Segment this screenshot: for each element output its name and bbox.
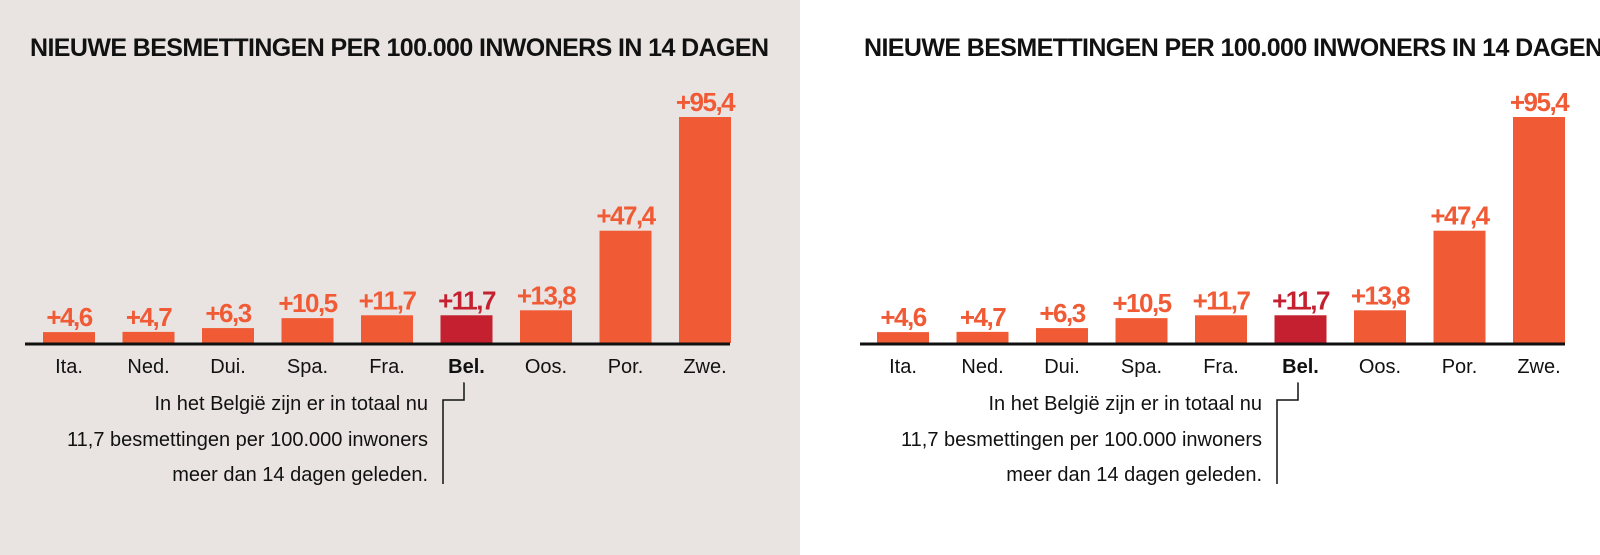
category-label: Zwe.: [1517, 356, 1560, 378]
value-label: +47,4: [596, 201, 656, 231]
bar-oos: [520, 310, 572, 343]
bar-oos: [1354, 310, 1406, 343]
category-label: Fra.: [369, 356, 405, 378]
value-label: +4,6: [880, 302, 926, 332]
category-label: Oos.: [525, 356, 567, 378]
bar-spa: [281, 318, 334, 343]
annotation-line: 11,7 besmettingen per 100.000 inwoners: [901, 429, 1262, 451]
bar-dui: [202, 328, 254, 343]
value-label: +10,5: [1112, 288, 1171, 318]
category-label: Ita.: [889, 356, 917, 378]
bar-ita: [877, 332, 929, 343]
bar-fra: [1195, 315, 1247, 343]
annotation-line: 11,7 besmettingen per 100.000 inwoners: [67, 429, 428, 451]
chart-panel-white: NIEUWE BESMETTINGEN PER 100.000 INWONERS…: [800, 0, 1600, 555]
category-label: Zwe.: [683, 356, 726, 378]
bar-bel: [440, 315, 493, 343]
value-label: +6,3: [205, 298, 251, 328]
category-label: Spa.: [1121, 356, 1162, 378]
value-label: +11,7: [438, 285, 496, 315]
category-label: Por.: [608, 356, 644, 378]
chart-title: NIEUWE BESMETTINGEN PER 100.000 INWONERS…: [30, 34, 768, 62]
chart-panel-grey: NIEUWE BESMETTINGEN PER 100.000 INWONERS…: [0, 0, 800, 555]
value-label: +47,4: [1430, 201, 1490, 231]
annotation-line: In het België zijn er in totaal nu: [988, 393, 1262, 415]
value-label: +4,7: [960, 302, 1006, 332]
bar-zwe: [1513, 117, 1565, 343]
category-label: Spa.: [287, 356, 328, 378]
category-label: Dui.: [1044, 356, 1080, 378]
value-label: +13,8: [1351, 280, 1410, 310]
category-label: Por.: [1442, 356, 1478, 378]
value-label: +95,4: [676, 87, 736, 117]
value-label: +13,8: [517, 280, 576, 310]
annotation-line: In het België zijn er in totaal nu: [154, 393, 428, 415]
annotation-line: meer dan 14 dagen geleden.: [172, 464, 428, 486]
bar-por: [1433, 230, 1486, 343]
value-label: +4,7: [126, 302, 172, 332]
bar-chart-white: NIEUWE BESMETTINGEN PER 100.000 INWONERS…: [860, 34, 1600, 486]
bar-fra: [361, 315, 413, 343]
value-label: +10,5: [278, 288, 337, 318]
bar-ita: [43, 332, 95, 343]
bar-spa: [1115, 318, 1168, 343]
category-label: Ned.: [961, 356, 1003, 378]
category-label: Ita.: [55, 356, 83, 378]
value-label: +6,3: [1039, 298, 1085, 328]
value-label: +11,7: [1193, 285, 1251, 315]
value-label: +4,6: [46, 302, 92, 332]
category-label: Fra.: [1203, 356, 1239, 378]
bar-bel: [1274, 315, 1327, 343]
category-label: Oos.: [1359, 356, 1401, 378]
bar-dui: [1036, 328, 1088, 343]
bar-zwe: [679, 117, 731, 343]
annotation-bracket: [1276, 382, 1299, 484]
category-label: Dui.: [210, 356, 246, 378]
value-label: +11,7: [359, 285, 417, 315]
category-label: Ned.: [127, 356, 169, 378]
annotation-bracket: [442, 382, 465, 484]
category-label: Bel.: [1282, 356, 1319, 378]
bar-ned: [956, 331, 1009, 343]
value-label: +95,4: [1510, 87, 1570, 117]
category-label: Bel.: [448, 356, 485, 378]
value-label: +11,7: [1272, 285, 1330, 315]
annotation-line: meer dan 14 dagen geleden.: [1006, 464, 1262, 486]
bar-chart-grey: NIEUWE BESMETTINGEN PER 100.000 INWONERS…: [25, 34, 769, 486]
chart-title: NIEUWE BESMETTINGEN PER 100.000 INWONERS…: [864, 34, 1600, 62]
bar-ned: [122, 331, 175, 343]
bar-por: [599, 230, 652, 343]
